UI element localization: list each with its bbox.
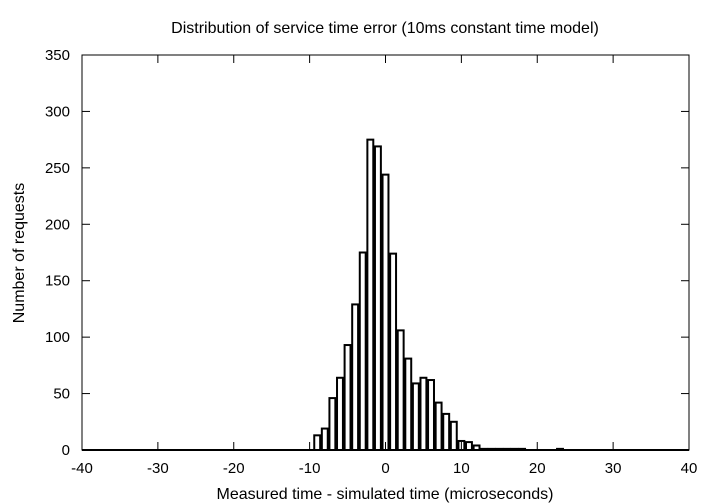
x-axis-label: Measured time - simulated time (microsec…	[217, 486, 554, 503]
axis-ticks	[81, 54, 690, 451]
histogram-bars	[82, 138, 689, 452]
histogram-bar	[396, 329, 405, 451]
y-tick-label: 50	[53, 386, 70, 403]
histogram-bar	[358, 251, 367, 451]
x-tick-label: -10	[299, 460, 321, 477]
chart-title: Distribution of service time error (10ms…	[171, 20, 599, 37]
y-tick-label: 150	[45, 273, 70, 290]
x-tick-label: 20	[529, 460, 546, 477]
histogram-bar	[411, 382, 420, 451]
y-tick-label: 350	[45, 47, 70, 64]
histogram-bar	[472, 444, 481, 451]
histogram-bar	[351, 303, 360, 451]
y-tick-label: 100	[45, 329, 70, 346]
histogram-bar	[381, 173, 390, 451]
histogram-bar	[449, 420, 458, 452]
y-tick-label: 0	[62, 442, 70, 459]
histogram-bar	[404, 357, 413, 451]
x-tick-label: -30	[147, 460, 169, 477]
histogram-bar	[442, 412, 451, 452]
histogram-bar	[465, 441, 473, 452]
histogram-bar	[328, 397, 337, 451]
x-tick-label: 10	[453, 460, 470, 477]
histogram-bar	[320, 427, 329, 451]
histogram-bar	[389, 252, 398, 451]
x-tick-label: -40	[71, 460, 93, 477]
histogram-bar	[343, 344, 352, 452]
histogram-bar	[427, 379, 435, 451]
histogram-bar	[313, 434, 322, 451]
y-tick-label: 250	[45, 160, 70, 177]
histogram-bar	[336, 376, 344, 451]
histogram-bar	[366, 138, 375, 451]
y-axis-label: Number of requests	[11, 183, 28, 324]
y-tick-label: 200	[45, 216, 70, 233]
x-tick-label: -20	[223, 460, 245, 477]
x-tick-label: 0	[381, 460, 389, 477]
histogram-bar	[434, 401, 443, 452]
histogram-bar	[419, 376, 428, 451]
histogram-bar	[373, 145, 382, 451]
x-tick-label: 40	[681, 460, 698, 477]
x-tick-label: 30	[605, 460, 622, 477]
y-tick-label: 300	[45, 103, 70, 120]
axis-tick-labels: -40 -30 -20 -10 0 10 20 30 40 0 50 100 150 200 250 300 3…	[45, 47, 697, 477]
